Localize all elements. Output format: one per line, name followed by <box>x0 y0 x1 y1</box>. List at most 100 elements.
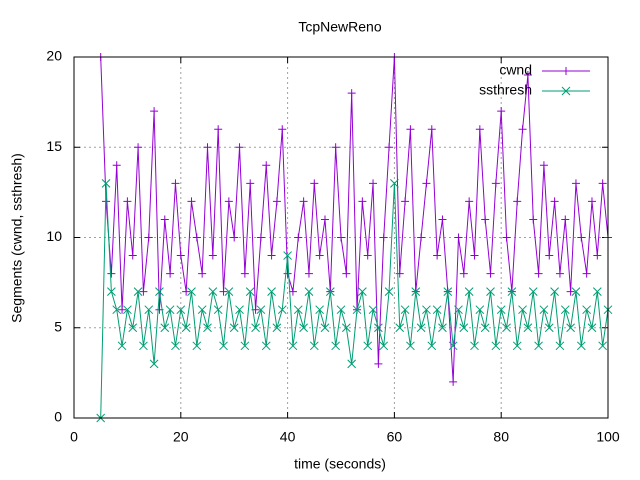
data-point <box>331 143 340 152</box>
data-point <box>406 341 415 351</box>
data-point <box>555 341 565 351</box>
data-point <box>401 197 410 206</box>
data-point <box>385 143 394 152</box>
data-point <box>283 251 292 260</box>
data-point <box>443 287 453 297</box>
data-point <box>566 323 575 333</box>
data-point <box>598 341 608 351</box>
data-point <box>128 251 137 260</box>
data-point <box>144 305 154 315</box>
plot-border <box>73 56 609 419</box>
data-point <box>571 287 581 297</box>
data-point <box>433 251 442 260</box>
data-point <box>267 287 276 297</box>
data-point <box>219 287 228 296</box>
data-point <box>288 287 297 296</box>
data-point <box>224 197 233 206</box>
data-point <box>315 251 324 260</box>
data-point <box>379 341 389 351</box>
data-point <box>337 233 345 242</box>
data-point <box>587 197 596 206</box>
data-point <box>561 215 570 224</box>
data-point <box>422 305 431 315</box>
data-point <box>245 287 255 297</box>
data-point <box>550 197 559 206</box>
data-point <box>459 269 468 278</box>
data-point <box>395 269 404 278</box>
data-point <box>464 287 474 297</box>
data-point <box>128 323 138 333</box>
data-point <box>235 305 244 315</box>
data-point <box>171 179 180 188</box>
data-point <box>331 341 341 351</box>
data-point <box>502 233 511 242</box>
y-tick-label: 0 <box>54 409 62 425</box>
data-point <box>528 287 538 297</box>
data-point <box>235 143 244 152</box>
x-tick-label: 100 <box>596 429 620 445</box>
data-point <box>486 269 495 278</box>
data-point <box>539 305 549 315</box>
data-point <box>112 161 121 170</box>
data-point <box>582 269 591 278</box>
data-point <box>123 197 132 206</box>
data-point <box>283 269 292 278</box>
data-point <box>598 179 607 188</box>
y-tick-label: 5 <box>54 318 62 334</box>
x-tick-label: 0 <box>70 429 78 445</box>
data-point <box>165 305 175 315</box>
data-point <box>187 197 196 206</box>
data-point <box>277 305 287 315</box>
data-point <box>203 323 212 333</box>
data-point <box>240 269 249 278</box>
data-point <box>593 251 602 260</box>
data-point <box>256 305 266 315</box>
data-point <box>197 305 207 315</box>
data-point <box>203 143 212 152</box>
data-point <box>544 323 554 333</box>
data-point <box>133 287 143 297</box>
data-point <box>139 287 148 296</box>
data-point <box>144 233 153 242</box>
legend-label: cwnd <box>499 62 532 78</box>
data-point <box>150 107 159 116</box>
data-point <box>529 215 538 224</box>
data-point <box>470 251 479 260</box>
data-point <box>363 251 372 260</box>
x-axis-label: time (seconds) <box>294 456 386 472</box>
data-point <box>246 179 255 188</box>
data-point <box>262 161 271 170</box>
data-point <box>187 287 196 297</box>
data-point <box>369 179 378 188</box>
x-tick-label: 60 <box>387 429 403 445</box>
data-point <box>112 305 122 315</box>
data-point <box>261 341 271 351</box>
data-point <box>416 323 426 333</box>
data-point <box>315 305 324 315</box>
data-point <box>347 359 357 369</box>
data-point <box>358 287 367 297</box>
data-point <box>230 233 239 242</box>
data-point <box>117 341 127 351</box>
data-point <box>417 233 426 242</box>
data-point <box>363 341 373 351</box>
data-point <box>219 341 228 351</box>
data-point <box>576 341 586 351</box>
data-point <box>310 179 319 188</box>
data-point <box>325 287 335 297</box>
data-point <box>571 179 580 188</box>
data-point <box>395 323 405 333</box>
data-point <box>384 287 394 297</box>
legend-marker <box>562 67 570 75</box>
data-point <box>176 251 185 260</box>
data-point <box>459 323 469 333</box>
y-tick-label: 20 <box>46 48 62 64</box>
data-point <box>134 143 143 152</box>
data-point <box>149 359 159 369</box>
data-point <box>534 341 543 351</box>
data-point <box>368 305 378 315</box>
data-point <box>155 287 164 297</box>
data-point <box>107 287 116 297</box>
